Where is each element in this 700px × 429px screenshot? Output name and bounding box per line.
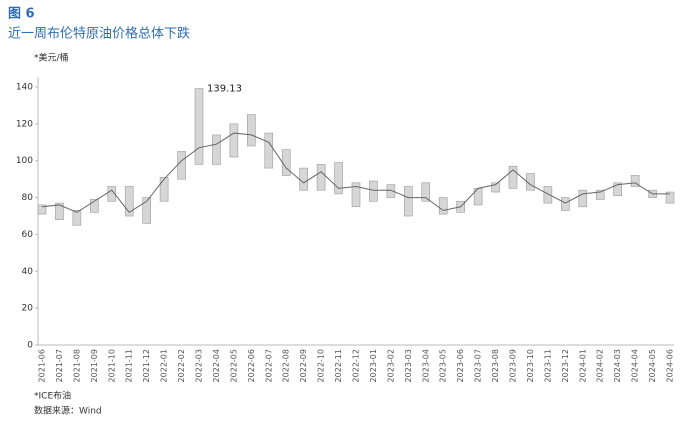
range-bar (72, 210, 82, 226)
x-tick-label: 2022-09 (299, 349, 308, 382)
range-bar (299, 167, 308, 191)
x-tick-label: 2022-08 (282, 349, 291, 382)
range-bar (177, 151, 186, 180)
x-tick-label: 2023-04 (421, 349, 430, 382)
range-bar (508, 165, 518, 189)
close-line (41, 132, 670, 213)
range-bar (107, 186, 117, 202)
range-bar (578, 189, 588, 208)
x-tick-label: 2023-11 (543, 349, 552, 382)
range-bar (159, 177, 169, 202)
range-bar (142, 197, 151, 224)
range-bar (665, 191, 675, 204)
x-tick-label: 2022-06 (247, 349, 256, 382)
x-tick-label: 2023-12 (561, 349, 570, 382)
range-bar (334, 162, 343, 195)
range-bar (55, 202, 64, 220)
x-tick-label: 2021-07 (55, 349, 64, 382)
x-tick-label: 2023-05 (439, 349, 448, 382)
x-tick-label: 2023-01 (369, 349, 378, 382)
range-bar (264, 132, 274, 169)
x-tick-label: 2021-12 (142, 349, 151, 382)
x-tick-label: 2022-07 (264, 349, 273, 382)
y-tick-label: 80 (22, 193, 34, 203)
x-tick-label: 2024-03 (613, 349, 622, 382)
y-tick-label: 100 (16, 156, 33, 166)
x-tick-label: 2023-03 (404, 349, 413, 382)
annotation: 139.13 (207, 84, 242, 95)
range-bar (212, 134, 221, 165)
y-tick-label: 140 (16, 83, 33, 93)
x-tick-label: 2021-09 (90, 349, 99, 382)
x-tick-label: 2022-02 (177, 349, 186, 382)
x-tick-label: 2024-04 (631, 349, 640, 382)
range-bar (630, 175, 640, 187)
range-bar (613, 182, 622, 197)
range-bar (543, 186, 553, 204)
y-tick-label: 0 (27, 341, 33, 351)
y-tick-label: 40 (22, 267, 34, 277)
x-tick-label: 2023-07 (474, 349, 483, 382)
x-tick-label: 2022-01 (160, 349, 169, 382)
x-tick-label: 2023-10 (526, 349, 535, 382)
y-unit: *美元/桶 (34, 52, 69, 64)
source: 数据来源：Wind (34, 405, 102, 417)
range-bar (438, 197, 448, 215)
x-tick-label: 2021-10 (107, 349, 116, 382)
x-tick-label: 2021-11 (125, 349, 134, 382)
x-tick-label: 2022-05 (229, 349, 238, 382)
range-bar (421, 182, 431, 202)
range-bar (561, 197, 570, 211)
x-tick-label: 2023-06 (456, 349, 465, 382)
x-tick-label: 2023-02 (386, 349, 395, 382)
x-tick-label: 2022-11 (334, 349, 343, 382)
x-tick-label: 2022-04 (212, 349, 221, 382)
range-bar (194, 88, 204, 165)
y-tick-label: 20 (22, 304, 34, 314)
x-tick-label: 2024-02 (596, 349, 605, 382)
x-tick-label: 2023-09 (509, 349, 518, 382)
range-bar (90, 199, 99, 213)
range-bar (247, 114, 256, 147)
range-bar (124, 186, 134, 217)
chart-title: 近一周布伦特原油价格总体下跌 (8, 26, 190, 42)
range-bar (595, 189, 605, 200)
range-bar (491, 182, 500, 193)
note: *ICE布油 (34, 390, 71, 402)
range-bar (369, 180, 378, 202)
figure-label: 图 6 (8, 7, 35, 22)
range-bar (351, 182, 361, 208)
y-tick-label: 60 (22, 230, 34, 240)
range-bar (281, 149, 291, 176)
x-tick-label: 2024-05 (648, 349, 657, 382)
x-tick-label: 2022-12 (352, 349, 361, 382)
x-tick-label: 2024-01 (578, 349, 587, 382)
range-bar (404, 186, 413, 217)
y-tick-label: 120 (16, 119, 33, 129)
range-bar (386, 184, 396, 198)
x-tick-label: 2022-03 (195, 349, 204, 382)
x-tick-label: 2024-06 (666, 349, 675, 382)
range-bar (229, 123, 239, 158)
range-bar (316, 164, 326, 191)
x-tick-label: 2021-06 (38, 349, 47, 382)
x-tick-label: 2021-08 (72, 349, 81, 382)
range-bar (37, 204, 47, 215)
x-tick-label: 2022-10 (317, 349, 326, 382)
x-tick-label: 2023-08 (491, 349, 500, 382)
